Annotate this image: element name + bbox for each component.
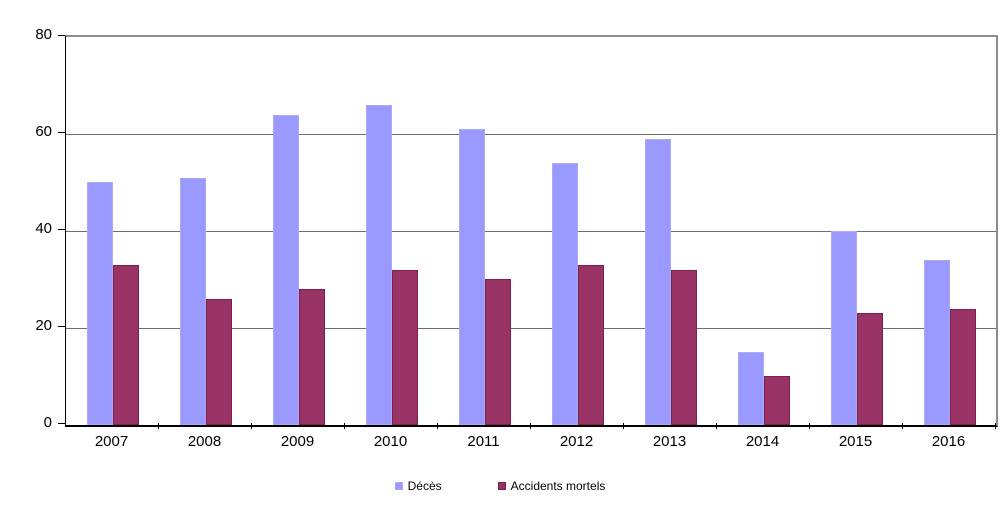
legend-label-deces: Décès (407, 479, 442, 493)
y-axis-label-40: 40 (35, 220, 52, 237)
bar-deces-2007 (86, 182, 113, 425)
x-axis-label-2009: 2009 (280, 433, 315, 450)
x-axis-label-2011: 2011 (467, 433, 500, 450)
x-axis-tick (251, 423, 252, 429)
x-axis-label-2014: 2014 (745, 433, 780, 450)
x-axis-tick (995, 423, 996, 429)
plot-area (65, 35, 998, 427)
x-axis-label-2015: 2015 (838, 433, 873, 450)
y-axis-tick (58, 423, 65, 424)
legend-swatch-deces (394, 482, 403, 490)
bar-deces-2012 (551, 163, 578, 425)
x-axis-tick (344, 423, 345, 429)
x-axis-label-2012: 2012 (559, 433, 594, 450)
bar-accidents-mortels-2015 (856, 313, 883, 425)
x-axis-tick (623, 423, 624, 429)
bar-accidents-mortels-2014 (763, 376, 790, 425)
legend: Décès Accidents mortels (0, 479, 1000, 493)
bar-deces-2009 (272, 115, 299, 425)
bar-accidents-mortels-2007 (112, 265, 139, 425)
x-axis-label-2013: 2013 (652, 433, 687, 450)
bar-deces-2014 (737, 352, 764, 425)
legend-item-deces: Décès (394, 479, 442, 493)
x-axis-label-2010: 2010 (373, 433, 408, 450)
x-axis-tick (158, 423, 159, 429)
legend-swatch-accidents-mortels (497, 482, 506, 490)
legend-item-accidents-mortels: Accidents mortels (497, 479, 606, 493)
bar-accidents-mortels-2011 (484, 279, 511, 425)
x-axis-label-2007: 2007 (94, 433, 129, 450)
y-axis-label-0: 0 (43, 414, 52, 431)
gridline-40 (66, 231, 996, 232)
x-axis-tick (437, 423, 438, 429)
x-axis-tick (530, 423, 531, 429)
x-axis-tick (716, 423, 717, 429)
x-axis-label-2008: 2008 (187, 433, 222, 450)
y-axis-tick (58, 229, 65, 230)
y-axis-label-80: 80 (35, 26, 52, 43)
bar-deces-2016 (923, 260, 950, 425)
bar-deces-2015 (830, 231, 857, 425)
bar-accidents-mortels-2013 (670, 270, 697, 425)
legend-label-accidents-mortels: Accidents mortels (510, 479, 606, 493)
bar-accidents-mortels-2012 (577, 265, 604, 425)
y-axis-label-20: 20 (35, 317, 52, 334)
bar-deces-2011 (458, 129, 485, 425)
bar-accidents-mortels-2008 (205, 299, 232, 425)
y-axis-label-60: 60 (35, 123, 52, 140)
bar-deces-2010 (365, 105, 392, 425)
y-axis-tick (58, 35, 65, 36)
gridline-60 (66, 134, 996, 135)
gridline-20 (66, 328, 996, 329)
bar-accidents-mortels-2009 (298, 289, 325, 425)
bar-deces-2013 (644, 139, 671, 425)
y-axis-tick (58, 326, 65, 327)
x-axis-tick (902, 423, 903, 429)
x-axis-label-2016: 2016 (931, 433, 966, 450)
x-axis-tick (809, 423, 810, 429)
y-axis-tick (58, 132, 65, 133)
bar-accidents-mortels-2010 (391, 270, 418, 425)
bar-deces-2008 (179, 178, 206, 425)
bar-accidents-mortels-2016 (949, 309, 976, 425)
